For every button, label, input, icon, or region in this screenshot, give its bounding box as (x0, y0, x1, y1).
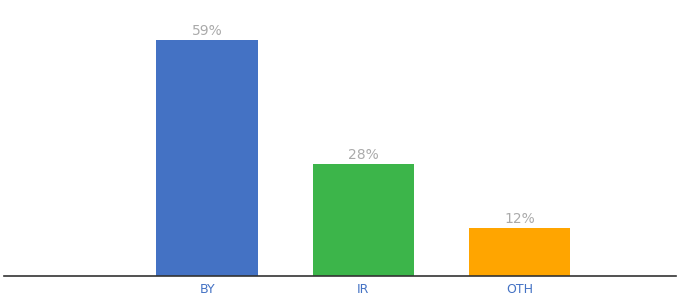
Bar (156, 40, 258, 276)
Bar (469, 228, 571, 276)
Bar (313, 164, 414, 276)
Text: 28%: 28% (348, 148, 379, 162)
Text: 59%: 59% (192, 24, 222, 38)
Text: 12%: 12% (505, 212, 535, 226)
